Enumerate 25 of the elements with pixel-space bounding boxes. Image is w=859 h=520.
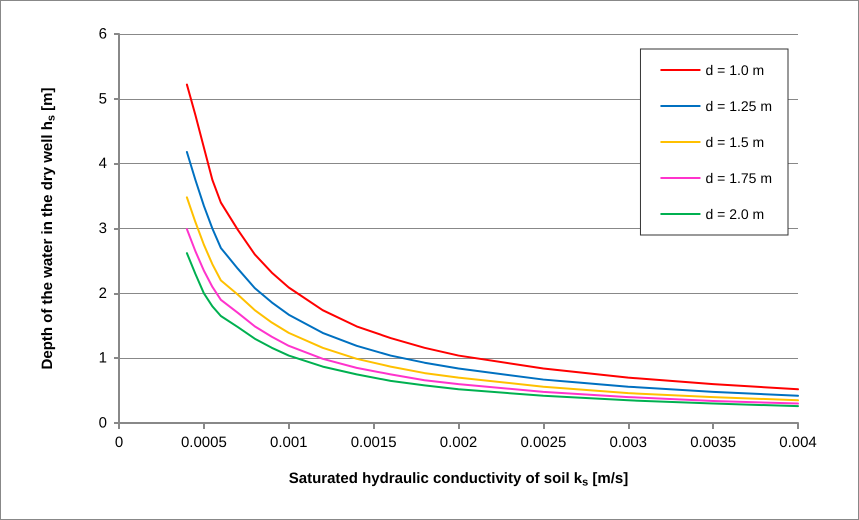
y-tick-label: 4 — [98, 155, 107, 172]
y-tick-label: 6 — [98, 26, 107, 42]
legend-label: d = 1.25 m — [705, 98, 772, 114]
line-series — [186, 196, 799, 402]
x-tick-label: 0.0015 — [350, 434, 397, 451]
legend-label: d = 1.75 m — [705, 170, 772, 186]
y-tick-label: 1 — [98, 350, 107, 367]
x-tick-label: 0.002 — [440, 434, 478, 451]
y-tick-label: 2 — [98, 284, 107, 302]
x-tick-label: 0.001 — [270, 434, 308, 451]
x-tick-label: 0.003 — [609, 434, 648, 451]
y-tick-label: 0 — [98, 414, 107, 432]
y-tick-label: 5 — [98, 90, 107, 108]
x-tick-label: 0 — [114, 434, 124, 451]
x-tick-label: 0.004 — [779, 434, 817, 451]
y-tick-label: 3 — [98, 220, 107, 237]
x-tick-label: 0.0005 — [180, 434, 227, 451]
legend-label: d = 2.0 m — [705, 206, 764, 222]
y-axis-title: Depth of the water in the dry well hs [m] — [39, 88, 58, 370]
legend-label: d = 1.0 m — [705, 62, 764, 78]
x-tick-label: 0.0035 — [690, 434, 736, 451]
x-tick-label: 0.0025 — [520, 434, 566, 451]
line-series — [186, 150, 799, 397]
legend-label: d = 1.5 m — [705, 134, 764, 150]
line-series — [186, 84, 799, 390]
